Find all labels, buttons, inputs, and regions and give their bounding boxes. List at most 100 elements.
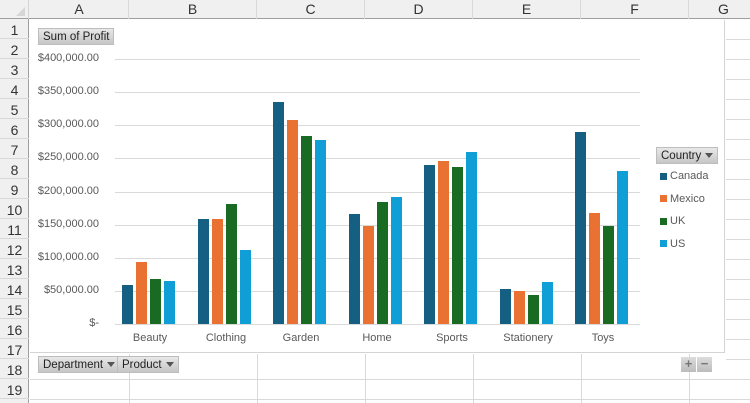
- cell-gridline: [726, 39, 750, 40]
- cell-gridline: [30, 379, 750, 380]
- bar-clothing-canada[interactable]: [198, 219, 209, 324]
- row-header-5[interactable]: 5: [0, 99, 29, 119]
- select-all-corner[interactable]: [0, 0, 29, 19]
- legend-swatch-icon: [660, 172, 667, 180]
- row-header-4[interactable]: 4: [0, 79, 29, 99]
- legend-item-mexico[interactable]: Mexico: [660, 192, 705, 206]
- row-header-3[interactable]: 3: [0, 59, 29, 79]
- column-header-g[interactable]: G: [689, 0, 750, 19]
- bar-stationery-mexico[interactable]: [514, 290, 525, 324]
- legend-swatch-icon: [660, 240, 667, 248]
- bar-garden-mexico[interactable]: [287, 119, 298, 324]
- row-header-8[interactable]: 8: [0, 159, 29, 179]
- cell-gridline: [581, 354, 582, 403]
- column-header-e[interactable]: E: [473, 0, 581, 19]
- row-header-18[interactable]: 18: [0, 359, 29, 379]
- cell-gridline: [473, 354, 474, 403]
- bar-clothing-uk[interactable]: [226, 204, 237, 324]
- column-header-d[interactable]: D: [365, 0, 473, 19]
- row-header-10[interactable]: 10: [0, 199, 29, 219]
- product-field-button[interactable]: Product: [117, 356, 179, 373]
- row-header-16[interactable]: 16: [0, 319, 29, 339]
- bar-home-canada[interactable]: [349, 214, 360, 324]
- cell-gridline: [689, 354, 690, 403]
- bar-garden-canada[interactable]: [273, 102, 284, 324]
- column-header-c[interactable]: C: [257, 0, 365, 19]
- collapse-field-button[interactable]: −: [697, 357, 712, 372]
- bar-toys-uk[interactable]: [603, 225, 614, 324]
- department-field-button[interactable]: Department: [38, 356, 121, 373]
- sum-of-profit-field-button[interactable]: Sum of Profit: [38, 28, 115, 45]
- bar-garden-us[interactable]: [315, 139, 326, 324]
- cell-gridline: [726, 319, 750, 320]
- bar-stationery-uk[interactable]: [528, 294, 539, 324]
- row-header-12[interactable]: 12: [0, 239, 29, 259]
- cell-gridline: [726, 159, 750, 160]
- cell-gridline: [257, 354, 258, 403]
- cell-gridline: [726, 99, 750, 100]
- row-header-2[interactable]: 2: [0, 39, 29, 59]
- column-header-f[interactable]: F: [581, 0, 689, 19]
- bar-sports-uk[interactable]: [452, 166, 463, 324]
- chart-gridline: [115, 191, 640, 193]
- column-header-a[interactable]: A: [30, 0, 129, 19]
- bar-beauty-us[interactable]: [164, 280, 175, 324]
- cell-gridline: [726, 199, 750, 200]
- cell-gridline: [726, 219, 750, 220]
- bar-stationery-canada[interactable]: [500, 288, 511, 324]
- cell-gridline: [726, 359, 750, 360]
- bar-sports-canada[interactable]: [424, 165, 435, 324]
- cell-gridline: [726, 59, 750, 60]
- column-header-b[interactable]: B: [129, 0, 257, 19]
- row-header-14[interactable]: 14: [0, 279, 29, 299]
- row-header-1[interactable]: 1: [0, 19, 29, 39]
- pivot-chart[interactable]: Sum of Profit Department Product Country…: [30, 20, 725, 373]
- bar-beauty-mexico[interactable]: [136, 261, 147, 324]
- bar-stationery-us[interactable]: [542, 282, 553, 324]
- dropdown-arrow-icon: [705, 153, 714, 159]
- x-axis-category-label: Sports: [436, 332, 468, 344]
- bar-beauty-uk[interactable]: [150, 278, 161, 324]
- bar-home-mexico[interactable]: [363, 225, 374, 324]
- chart-gridline: [115, 158, 640, 160]
- row-header-15[interactable]: 15: [0, 299, 29, 319]
- legend-item-canada[interactable]: Canada: [660, 169, 709, 183]
- legend-swatch-icon: [660, 195, 667, 203]
- cell-gridline: [726, 139, 750, 140]
- bar-sports-us[interactable]: [466, 151, 477, 324]
- bar-garden-uk[interactable]: [301, 135, 312, 324]
- x-axis-category-label: Home: [362, 332, 392, 344]
- x-axis-category-label: Garden: [282, 332, 320, 344]
- bar-home-us[interactable]: [391, 196, 402, 324]
- bar-sports-mexico[interactable]: [438, 161, 449, 324]
- select-all-icon: [16, 7, 25, 16]
- x-axis-category-label: Beauty: [132, 332, 168, 344]
- row-header-19[interactable]: 19: [0, 379, 29, 399]
- row-header-11[interactable]: 11: [0, 219, 29, 239]
- row-header-7[interactable]: 7: [0, 139, 29, 159]
- bar-toys-mexico[interactable]: [589, 212, 600, 324]
- bar-clothing-us[interactable]: [240, 249, 251, 324]
- column-header-bar: A B C D E F G: [0, 0, 750, 19]
- expand-field-button[interactable]: +: [681, 357, 696, 372]
- bar-clothing-mexico[interactable]: [212, 219, 223, 324]
- row-header-6[interactable]: 6: [0, 119, 29, 139]
- legend-item-us[interactable]: US: [660, 237, 685, 251]
- row-header-13[interactable]: 13: [0, 259, 29, 279]
- bar-beauty-canada[interactable]: [122, 284, 133, 324]
- bar-toys-canada[interactable]: [575, 131, 586, 324]
- country-field-button[interactable]: Country: [656, 147, 719, 164]
- row-header-17[interactable]: 17: [0, 339, 29, 359]
- bar-home-uk[interactable]: [377, 202, 388, 324]
- cell-gridline: [726, 339, 750, 340]
- bar-toys-us[interactable]: [617, 170, 628, 324]
- y-axis-tick-label: $50,000.00: [43, 283, 99, 296]
- legend-item-uk[interactable]: UK: [660, 214, 685, 228]
- chart-gridline: [115, 324, 640, 325]
- cell-gridline: [129, 354, 130, 403]
- y-axis-tick-label: $-: [89, 317, 99, 329]
- y-axis-tick-label: $400,000.00: [37, 52, 99, 64]
- row-header-9[interactable]: 9: [0, 179, 29, 199]
- x-axis-category-label: Toys: [591, 332, 615, 344]
- y-axis-tick-label: $250,000.00: [37, 151, 99, 164]
